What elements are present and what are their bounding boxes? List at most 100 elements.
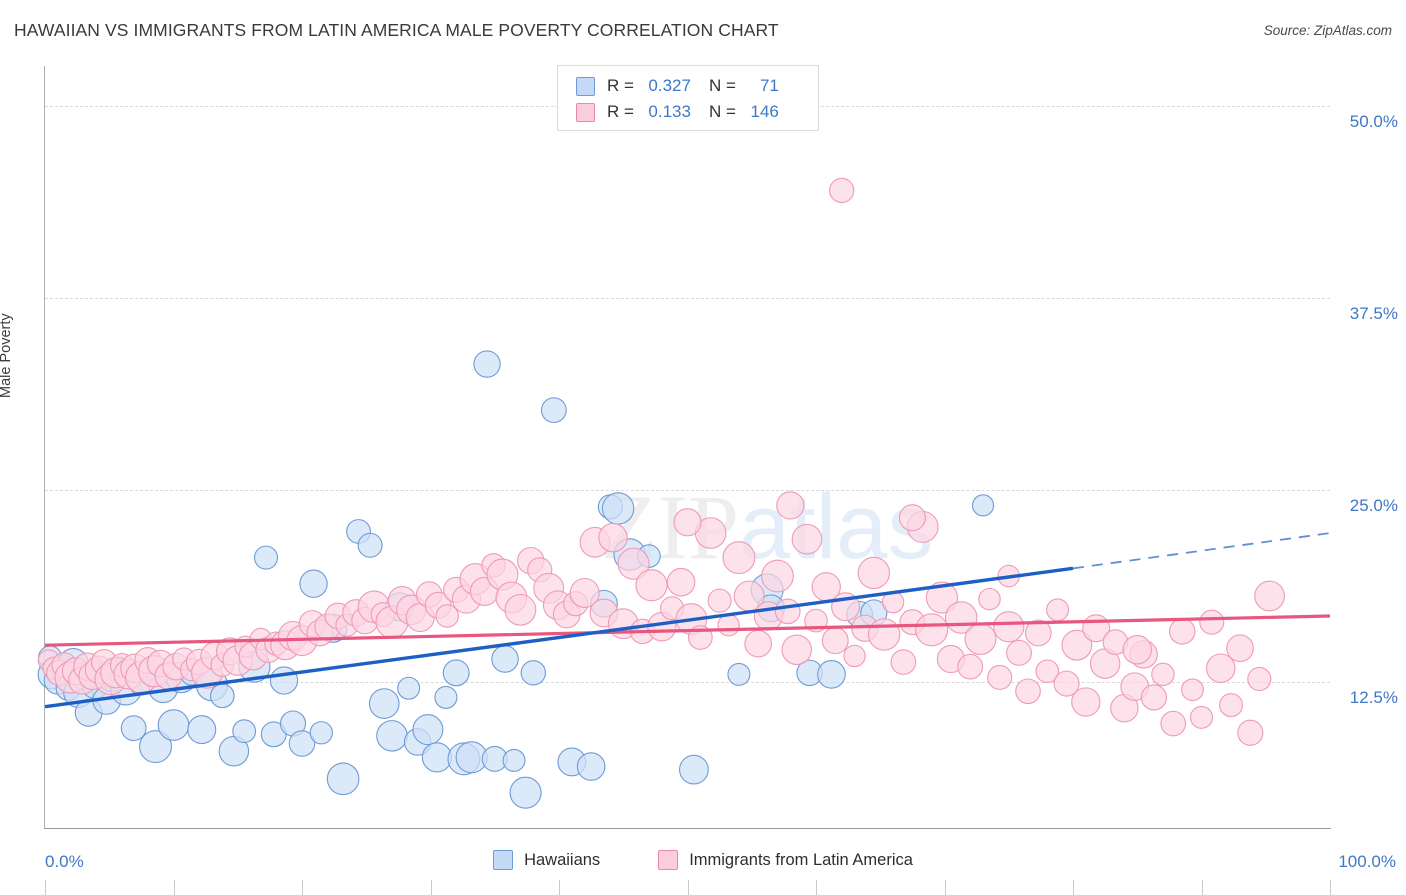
- gridline: [45, 490, 1330, 492]
- data-point: [540, 397, 567, 424]
- data-point: [707, 588, 732, 613]
- data-point: [210, 683, 235, 709]
- plot-area: ZIPatlas: [37, 66, 1331, 895]
- data-point: [1046, 598, 1070, 622]
- series-immigrants-points: [37, 177, 1285, 746]
- r-value: 0.133: [648, 102, 691, 121]
- data-point: [727, 662, 751, 686]
- y-axis-tick-label: 37.5%: [1349, 303, 1398, 323]
- data-point: [722, 541, 756, 575]
- data-point: [1168, 618, 1196, 645]
- legend-label: Immigrants from Latin America: [689, 850, 913, 869]
- data-point: [1061, 629, 1093, 661]
- data-point: [376, 720, 408, 752]
- data-point: [288, 730, 316, 757]
- y-axis-tick-label: 25.0%: [1349, 496, 1398, 516]
- data-point: [890, 649, 917, 675]
- data-point: [971, 494, 995, 517]
- data-point: [598, 522, 628, 553]
- data-point: [120, 715, 147, 742]
- stat-row-immigrants: R = 0.133 N = 146: [576, 99, 779, 125]
- data-point: [843, 644, 866, 668]
- data-point: [509, 776, 542, 809]
- y-axis-title: Male Poverty: [0, 313, 14, 398]
- series-swatch-pink-icon: [658, 850, 679, 870]
- data-point: [978, 587, 1001, 611]
- data-point: [1035, 659, 1060, 684]
- data-point: [491, 645, 519, 673]
- data-point: [957, 653, 984, 680]
- x-axis-tick: [687, 880, 689, 895]
- data-point: [299, 569, 328, 598]
- data-point: [1006, 639, 1032, 666]
- data-point: [601, 492, 635, 525]
- data-point: [867, 618, 901, 651]
- data-point: [673, 508, 702, 537]
- data-point: [368, 688, 400, 719]
- data-point: [635, 569, 668, 602]
- data-point: [435, 604, 459, 628]
- data-point: [717, 614, 740, 637]
- data-point: [791, 523, 823, 555]
- x-axis-tick: [302, 880, 303, 895]
- y-axis-line: [44, 66, 45, 829]
- x-axis-line: [44, 828, 1331, 829]
- data-point: [1237, 719, 1264, 746]
- x-axis-max-label: 100.0%: [1338, 852, 1396, 871]
- data-point: [679, 754, 709, 785]
- data-point: [357, 532, 383, 558]
- data-point: [326, 762, 360, 796]
- data-point: [925, 581, 959, 614]
- y-axis-tick-label: 12.5%: [1349, 688, 1398, 708]
- data-point: [569, 577, 600, 608]
- x-axis-tick: [173, 880, 175, 895]
- x-axis-tick: [1330, 880, 1331, 895]
- data-point: [1053, 670, 1080, 697]
- data-point: [434, 685, 458, 709]
- data-point: [1151, 662, 1175, 687]
- x-axis-tick: [1201, 880, 1203, 895]
- legend-item-hawaiians[interactable]: Hawaiians: [493, 850, 600, 870]
- source-attribution: Source: ZipAtlas.com: [1263, 23, 1392, 38]
- data-point: [1254, 580, 1285, 612]
- data-point: [617, 547, 650, 580]
- legend-label: Hawaiians: [524, 850, 601, 869]
- data-point: [1181, 678, 1204, 702]
- data-point: [421, 742, 453, 773]
- data-point: [993, 611, 1025, 643]
- data-point: [1122, 635, 1152, 665]
- n-value: 71: [759, 76, 779, 95]
- data-point: [253, 545, 279, 570]
- gridline: [45, 682, 1330, 684]
- data-point: [821, 627, 849, 655]
- x-axis-min-label: 0.0%: [45, 852, 84, 871]
- x-axis-tick: [45, 880, 46, 895]
- data-point: [504, 593, 537, 626]
- series-swatch-blue-icon: [493, 850, 514, 870]
- n-label: N =: [708, 76, 736, 95]
- x-axis-tick: [559, 880, 560, 895]
- data-point: [987, 664, 1013, 690]
- gridline: [45, 297, 1330, 299]
- data-point: [412, 714, 444, 746]
- data-point: [1206, 653, 1236, 684]
- data-point: [1024, 619, 1052, 647]
- series-legend: Hawaiians Immigrants from Latin America: [0, 850, 1406, 870]
- data-point: [1199, 609, 1225, 635]
- data-point: [232, 719, 257, 744]
- data-point: [1219, 693, 1244, 718]
- x-axis-tick: [1073, 880, 1074, 895]
- r-value: 0.327: [648, 76, 691, 95]
- stat-row-hawaiians: R = 0.327 N = 71: [576, 73, 779, 99]
- page-title: HAWAIIAN VS IMMIGRANTS FROM LATIN AMERIC…: [14, 20, 779, 40]
- data-point: [1226, 634, 1254, 663]
- data-point: [1015, 678, 1041, 705]
- x-axis-tick: [944, 880, 946, 895]
- data-point: [520, 660, 546, 686]
- x-axis-tick: [816, 880, 817, 895]
- data-point: [666, 567, 696, 597]
- legend-item-immigrants[interactable]: Immigrants from Latin America: [658, 850, 913, 870]
- data-point: [915, 613, 949, 647]
- data-point: [473, 350, 501, 378]
- data-point: [781, 634, 812, 666]
